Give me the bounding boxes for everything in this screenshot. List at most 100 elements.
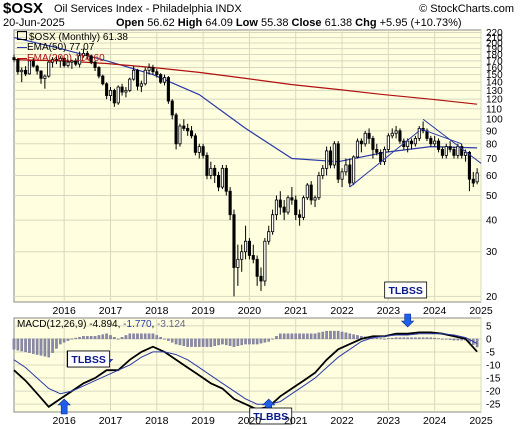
macd-histogram-bar: [379, 338, 382, 340]
open-label: Open: [116, 17, 145, 29]
candle-body: [460, 146, 464, 156]
candle: [232, 209, 236, 297]
candle: [174, 112, 178, 150]
candle: [332, 141, 336, 169]
candle-body: [247, 240, 251, 256]
candle: [58, 55, 62, 68]
x-tick-label: 2025: [469, 305, 493, 317]
candle-body: [456, 146, 460, 156]
candle: [24, 66, 28, 77]
candle-body: [58, 57, 62, 62]
candle-body: [20, 69, 24, 73]
candle-body: [305, 184, 309, 199]
macd-histogram-bar: [325, 330, 328, 340]
candle: [224, 164, 228, 196]
candle-body: [228, 190, 232, 216]
candle: [386, 133, 390, 153]
candle: [189, 126, 194, 139]
macd-histogram-bar: [240, 338, 244, 346]
candle: [35, 64, 39, 75]
candle-body: [390, 132, 394, 137]
candle-body: [429, 138, 433, 145]
candle: [101, 74, 105, 86]
price-tick-label: 120: [486, 95, 503, 106]
candle: [313, 195, 317, 208]
macd-histogram-bar: [228, 338, 232, 347]
candle: [298, 209, 302, 226]
legend-macd: MACD(12,26,9) -4.894, -1.770, -3.124: [17, 319, 186, 330]
arrow-up-icon: [57, 398, 71, 415]
candle: [236, 244, 240, 286]
candle: [255, 255, 259, 286]
candle-body: [170, 100, 174, 116]
candle-body: [155, 71, 159, 76]
candle-body: [220, 167, 224, 188]
legend-ema200-label: EMA(200) 114.60: [27, 53, 105, 64]
macd-histogram-bar: [213, 338, 217, 347]
macd-histogram-bar: [205, 338, 209, 347]
candle-body: [379, 151, 383, 163]
x-tick-label: 2024: [423, 305, 447, 317]
macd-histogram-bar: [167, 338, 170, 341]
legend-hist-value: -3.124: [157, 319, 186, 330]
price-tick-label: 190: [486, 44, 503, 55]
candle: [108, 87, 113, 102]
candle: [47, 60, 51, 78]
macd-histogram-bar: [132, 333, 135, 340]
macd-histogram-bar: [47, 338, 51, 358]
macd-histogram-bar: [251, 338, 255, 345]
candle-body: [355, 140, 360, 158]
macd-histogram-bar: [93, 336, 97, 340]
candle-body: [367, 132, 371, 139]
macd-histogram-bar: [147, 333, 151, 340]
candle-body: [467, 151, 471, 180]
quote-date: 20-Jun-2025: [3, 17, 65, 29]
candle-body: [444, 146, 448, 156]
candle: [186, 123, 190, 136]
candle-body: [31, 60, 35, 67]
candle: [259, 267, 263, 291]
candle: [344, 158, 348, 176]
candle-body: [112, 89, 116, 104]
price-tick-label: 110: [486, 104, 502, 115]
candle: [274, 195, 279, 221]
candle-body: [209, 167, 213, 176]
macd-histogram-bar: [116, 338, 120, 340]
candle: [201, 143, 205, 159]
macd-histogram-bar: [433, 337, 436, 340]
macd-histogram-bar: [294, 333, 298, 340]
macd-histogram-bar: [224, 338, 228, 346]
price-tick-label: 40: [486, 216, 498, 227]
macd-histogram-bar: [444, 338, 448, 340]
candle: [209, 161, 213, 180]
candle: [147, 63, 151, 75]
candle: [132, 66, 136, 81]
candle-body: [286, 197, 290, 213]
candle-body: [174, 114, 178, 145]
macd-histogram-bar: [236, 338, 240, 347]
candle: [20, 67, 24, 83]
macd-histogram-bar: [178, 338, 182, 346]
legend-ema200-swatch: [17, 57, 27, 59]
price-tick-label: 80: [486, 139, 498, 150]
candle-body: [166, 77, 170, 102]
price-tick-label: 150: [486, 70, 503, 81]
candle-body: [301, 197, 306, 218]
candle: [70, 59, 74, 69]
candle-body: [340, 171, 344, 180]
macd-histogram-bar: [278, 333, 282, 340]
macd-histogram-bar: [97, 335, 101, 340]
candle-body: [236, 258, 240, 268]
candle: [74, 58, 78, 67]
signal-line: [13, 333, 478, 405]
macd-tick-label: -25: [486, 400, 501, 411]
candle-body: [352, 156, 356, 184]
candle: [363, 130, 367, 147]
macd-histogram-bar: [282, 333, 286, 340]
candle: [309, 181, 313, 205]
candle: [352, 155, 356, 186]
candle-body: [147, 67, 151, 71]
macd-histogram-bar: [55, 338, 58, 349]
legend-macd-label: MACD(12,26,9): [17, 319, 87, 330]
candle-body: [193, 135, 197, 153]
